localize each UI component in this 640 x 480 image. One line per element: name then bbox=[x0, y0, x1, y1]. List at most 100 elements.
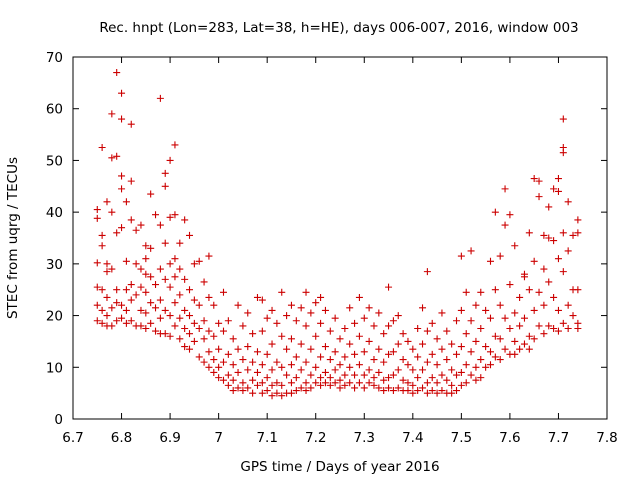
data-point bbox=[491, 353, 499, 361]
data-point bbox=[443, 327, 451, 335]
data-point bbox=[278, 392, 286, 400]
data-point bbox=[219, 288, 227, 296]
data-point bbox=[229, 335, 237, 343]
data-point bbox=[540, 330, 548, 338]
data-point bbox=[166, 312, 174, 320]
data-point bbox=[404, 379, 412, 387]
data-point bbox=[312, 379, 320, 387]
data-point bbox=[317, 381, 325, 389]
data-point bbox=[113, 317, 121, 325]
data-point bbox=[195, 301, 203, 309]
data-point bbox=[559, 229, 567, 237]
data-point bbox=[161, 330, 169, 338]
data-point bbox=[103, 312, 111, 320]
data-point bbox=[414, 387, 422, 395]
data-point bbox=[414, 353, 422, 361]
data-point bbox=[219, 358, 227, 366]
data-point bbox=[380, 330, 388, 338]
data-point bbox=[127, 120, 135, 128]
data-point bbox=[574, 229, 582, 237]
data-point bbox=[380, 387, 388, 395]
data-point bbox=[132, 291, 140, 299]
data-point bbox=[249, 376, 257, 384]
data-point bbox=[370, 374, 378, 382]
data-point bbox=[287, 361, 295, 369]
data-point bbox=[486, 257, 494, 265]
data-point bbox=[370, 381, 378, 389]
data-point bbox=[181, 343, 189, 351]
data-point bbox=[229, 387, 237, 395]
data-point bbox=[477, 374, 485, 382]
data-point bbox=[457, 343, 465, 351]
data-point bbox=[511, 309, 519, 317]
data-point bbox=[457, 381, 465, 389]
data-point bbox=[127, 281, 135, 289]
data-point bbox=[152, 327, 160, 335]
data-point bbox=[482, 343, 490, 351]
data-point bbox=[341, 325, 349, 332]
data-point bbox=[394, 340, 402, 348]
data-point bbox=[365, 337, 373, 345]
data-point bbox=[501, 221, 509, 229]
data-point bbox=[545, 234, 553, 242]
data-point bbox=[443, 356, 451, 364]
data-point bbox=[200, 278, 208, 286]
data-point bbox=[409, 366, 417, 374]
data-point bbox=[535, 322, 543, 330]
data-point bbox=[224, 350, 232, 358]
data-point bbox=[409, 381, 417, 389]
data-point bbox=[419, 340, 427, 348]
data-point bbox=[472, 376, 480, 384]
data-point bbox=[127, 177, 135, 185]
data-point bbox=[404, 387, 412, 395]
data-point bbox=[98, 242, 106, 250]
data-point bbox=[224, 317, 232, 325]
data-point bbox=[574, 286, 582, 294]
data-point bbox=[156, 265, 164, 273]
data-point bbox=[375, 384, 383, 392]
plot-area: 6.7 6.8 6.9 7 7.1 7.2 7.3 7.4 7.5 7.6 7.7 7.8 0 10 20… bbox=[46, 50, 618, 446]
data-point bbox=[360, 384, 368, 392]
data-point bbox=[113, 152, 121, 160]
data-point bbox=[438, 371, 446, 379]
data-point bbox=[331, 379, 339, 387]
data-point bbox=[462, 288, 470, 296]
data-point bbox=[321, 379, 329, 387]
data-point bbox=[501, 345, 509, 353]
data-point bbox=[346, 340, 354, 348]
data-point bbox=[467, 348, 475, 356]
data-point bbox=[486, 361, 494, 369]
data-point bbox=[239, 356, 247, 364]
data-point bbox=[186, 330, 194, 338]
data-point bbox=[161, 239, 169, 247]
data-point bbox=[467, 317, 475, 325]
data-point bbox=[268, 366, 276, 374]
data-point bbox=[152, 211, 160, 219]
data-point bbox=[530, 306, 538, 314]
data-point bbox=[477, 325, 485, 332]
data-point bbox=[574, 325, 582, 332]
data-point bbox=[278, 363, 286, 371]
data-point bbox=[355, 293, 363, 301]
data-point bbox=[530, 257, 538, 265]
data-point bbox=[258, 361, 266, 369]
x-tick-label: 7.5 bbox=[451, 430, 472, 446]
data-point bbox=[205, 252, 213, 260]
data-point bbox=[122, 257, 130, 265]
data-point bbox=[127, 216, 135, 224]
data-point bbox=[399, 376, 407, 384]
data-point bbox=[287, 335, 295, 343]
x-tick-label: 6.9 bbox=[159, 430, 180, 446]
data-point bbox=[496, 356, 504, 364]
data-point bbox=[394, 312, 402, 320]
data-point bbox=[496, 301, 504, 309]
data-point bbox=[127, 296, 135, 304]
data-point bbox=[234, 345, 242, 353]
data-point bbox=[234, 301, 242, 309]
x-tick-label: 7.8 bbox=[596, 430, 617, 446]
data-point bbox=[535, 193, 543, 201]
data-point bbox=[147, 244, 155, 252]
data-point bbox=[336, 376, 344, 384]
data-point bbox=[472, 363, 480, 371]
data-point bbox=[239, 322, 247, 330]
